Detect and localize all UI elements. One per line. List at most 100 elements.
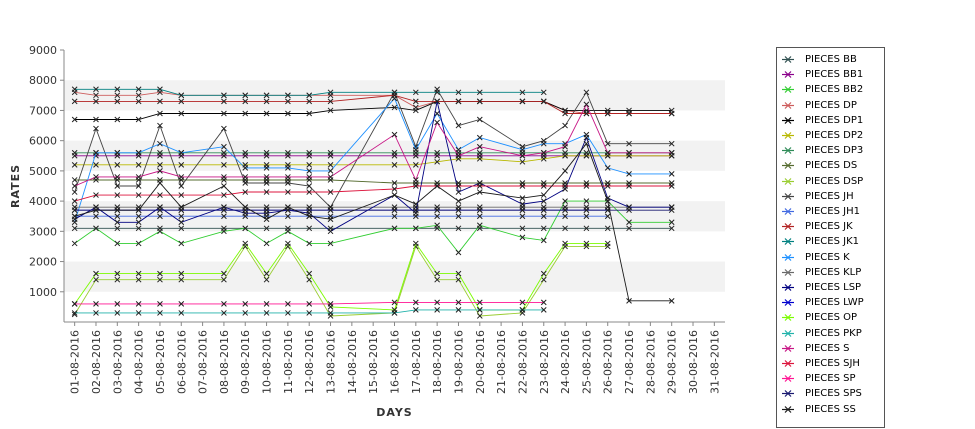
data-point bbox=[583, 134, 590, 141]
data-point bbox=[391, 149, 398, 156]
data-point bbox=[519, 98, 526, 105]
series-pieces-ds bbox=[71, 177, 675, 186]
y-tick-label: 4000 bbox=[29, 195, 57, 208]
data-point bbox=[476, 213, 483, 220]
data-point bbox=[93, 225, 99, 232]
data-point bbox=[626, 297, 632, 304]
data-point bbox=[540, 207, 547, 214]
data-point bbox=[540, 183, 547, 189]
series-line bbox=[74, 142, 672, 302]
x-tick-label: 15-08-2016 bbox=[367, 330, 380, 394]
data-point bbox=[178, 213, 185, 220]
data-point bbox=[135, 161, 142, 168]
data-point bbox=[519, 201, 526, 207]
data-point bbox=[71, 213, 78, 220]
data-point bbox=[455, 213, 462, 220]
legend-label: PIECES SPS bbox=[805, 388, 862, 400]
data-point bbox=[519, 299, 526, 306]
series-line bbox=[74, 245, 608, 317]
legend-marker-icon bbox=[782, 71, 794, 79]
legend-label: PIECES BB2 bbox=[805, 84, 864, 96]
data-point bbox=[476, 313, 483, 319]
data-point bbox=[285, 301, 291, 307]
x-tick-label: 27-08-2016 bbox=[623, 330, 636, 394]
data-point bbox=[562, 122, 568, 129]
data-point bbox=[455, 249, 462, 256]
legend-label: PIECES PKP bbox=[805, 327, 862, 339]
data-point bbox=[476, 143, 483, 150]
data-point bbox=[626, 225, 632, 232]
data-point bbox=[306, 168, 313, 174]
data-point bbox=[285, 174, 291, 180]
x-tick-label: 03-08-2016 bbox=[111, 330, 124, 394]
data-point bbox=[114, 92, 121, 99]
data-point bbox=[114, 98, 121, 105]
data-point bbox=[242, 204, 249, 211]
legend-cross bbox=[784, 86, 792, 94]
data-point bbox=[391, 310, 398, 316]
legend-marker-icon bbox=[782, 86, 794, 94]
legend-item: PIECES DP2 bbox=[777, 128, 884, 143]
legend-label: PIECES DSP bbox=[805, 175, 864, 187]
x-tick-label: 13-08-2016 bbox=[325, 330, 338, 394]
data-point bbox=[157, 276, 163, 283]
data-point bbox=[519, 152, 526, 159]
x-tick-label: 09-08-2016 bbox=[239, 330, 252, 394]
legend-item: PIECES DS bbox=[777, 158, 884, 173]
legend-marker-icon bbox=[782, 329, 794, 337]
legend-item: PIECES LSP bbox=[777, 280, 884, 295]
data-point bbox=[242, 149, 249, 156]
data-point bbox=[476, 116, 483, 123]
series-pieces-sjh bbox=[71, 183, 675, 204]
data-point bbox=[540, 276, 547, 283]
data-point bbox=[412, 201, 419, 207]
data-point bbox=[604, 240, 611, 247]
series-line bbox=[74, 88, 672, 208]
data-point bbox=[178, 92, 185, 99]
legend-marker-icon bbox=[782, 284, 794, 291]
data-point bbox=[306, 270, 313, 277]
data-point bbox=[114, 116, 121, 123]
data-point bbox=[562, 110, 568, 117]
data-point bbox=[327, 240, 334, 247]
data-point bbox=[114, 149, 121, 156]
data-point bbox=[221, 276, 227, 283]
data-point bbox=[93, 310, 99, 316]
data-point bbox=[455, 270, 462, 277]
legend-cross bbox=[784, 101, 792, 109]
data-point bbox=[476, 149, 483, 156]
legend-marker-icon bbox=[782, 238, 794, 246]
series-pieces-s bbox=[71, 101, 675, 189]
data-point bbox=[668, 297, 675, 304]
data-point bbox=[391, 299, 398, 306]
data-point bbox=[221, 183, 227, 189]
legend-cross bbox=[784, 162, 792, 170]
x-tick-label: 31-08-2016 bbox=[708, 330, 721, 394]
data-point bbox=[221, 161, 227, 168]
data-point bbox=[327, 301, 334, 307]
legend-label: PIECES DP3 bbox=[805, 145, 864, 157]
data-point bbox=[434, 98, 440, 105]
data-point bbox=[285, 189, 291, 195]
data-point bbox=[263, 174, 270, 180]
legend-marker-icon bbox=[782, 132, 794, 139]
data-point bbox=[391, 161, 398, 168]
legend-item: PIECES BB1 bbox=[777, 67, 884, 82]
data-point bbox=[71, 225, 78, 232]
data-point bbox=[263, 207, 270, 214]
data-point bbox=[434, 270, 440, 277]
legend-label: PIECES JH bbox=[805, 190, 854, 202]
legend-marker-icon bbox=[782, 344, 794, 352]
data-point bbox=[285, 213, 291, 220]
data-point bbox=[583, 101, 590, 108]
data-point bbox=[306, 276, 313, 283]
data-point bbox=[306, 189, 313, 195]
data-point bbox=[604, 140, 611, 147]
data-point bbox=[391, 89, 398, 96]
x-tick-label: 26-08-2016 bbox=[602, 330, 615, 394]
data-point bbox=[434, 183, 440, 189]
data-point bbox=[455, 89, 462, 96]
legend-item: PIECES S bbox=[777, 341, 884, 356]
data-point bbox=[93, 149, 99, 156]
